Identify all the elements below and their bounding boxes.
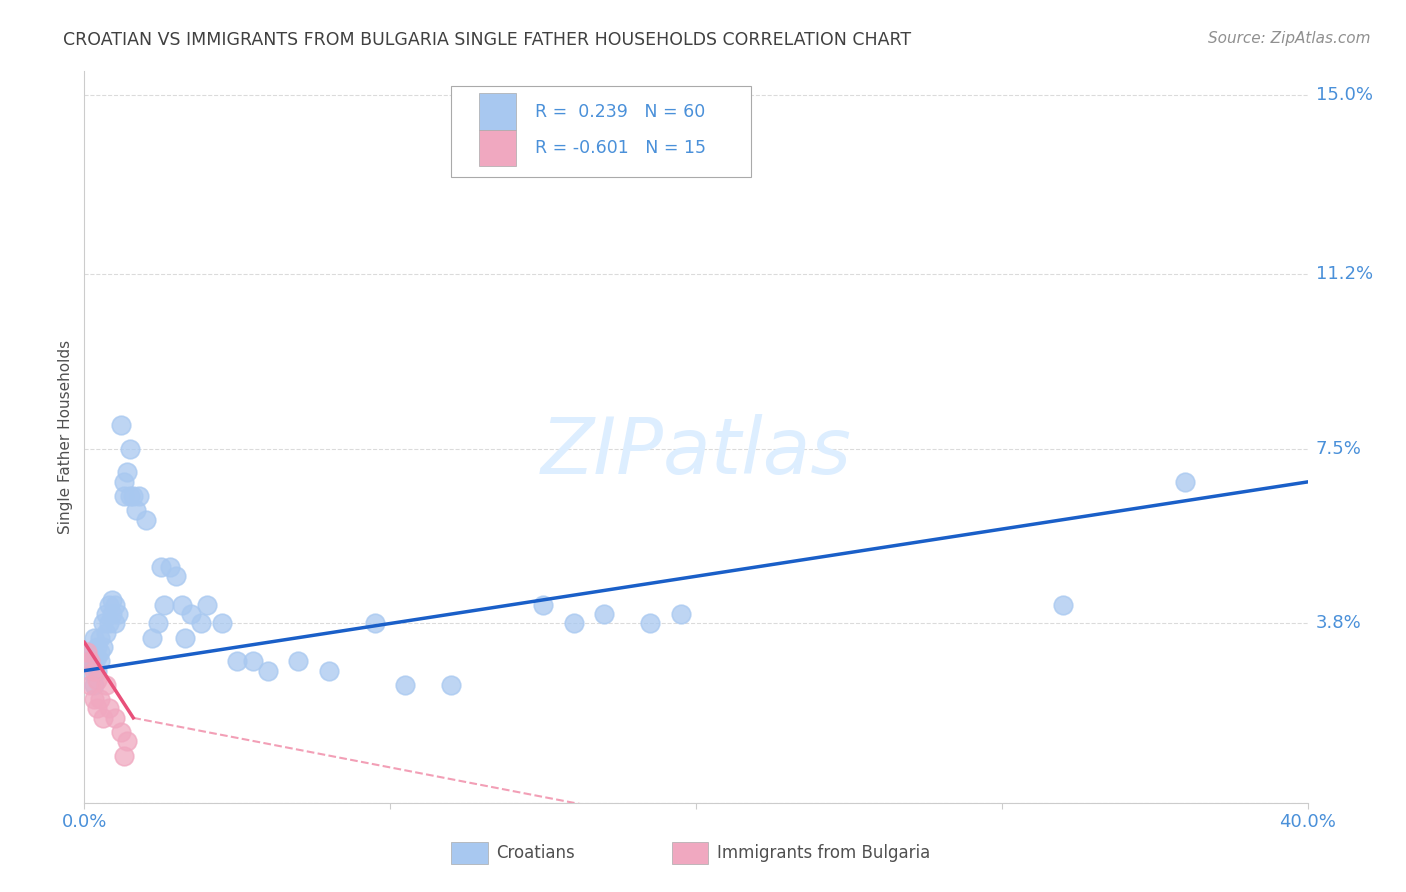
Point <box>128 489 150 503</box>
Text: CROATIAN VS IMMIGRANTS FROM BULGARIA SINGLE FATHER HOUSEHOLDS CORRELATION CHART: CROATIAN VS IMMIGRANTS FROM BULGARIA SIN… <box>63 31 911 49</box>
Point <box>318 664 340 678</box>
Point <box>86 649 108 664</box>
Point <box>226 654 249 668</box>
Point <box>79 654 101 668</box>
Point <box>180 607 202 621</box>
Text: ZIPatlas: ZIPatlas <box>540 414 852 490</box>
Point <box>593 607 616 621</box>
Point <box>242 654 264 668</box>
Point <box>174 631 197 645</box>
Point <box>104 598 127 612</box>
Point <box>141 631 163 645</box>
Bar <box>479 94 516 130</box>
Point <box>149 559 172 574</box>
Point <box>190 616 212 631</box>
Point <box>394 678 416 692</box>
Point <box>89 631 111 645</box>
Point <box>1052 598 1074 612</box>
Point <box>110 418 132 433</box>
Point <box>83 664 105 678</box>
Y-axis label: Single Father Households: Single Father Households <box>58 340 73 534</box>
Point <box>195 598 218 612</box>
Point <box>101 607 124 621</box>
Bar <box>479 130 516 167</box>
Point <box>1174 475 1197 489</box>
Point <box>135 513 157 527</box>
Text: R = -0.601   N = 15: R = -0.601 N = 15 <box>534 139 706 157</box>
Point <box>172 598 194 612</box>
Point <box>104 616 127 631</box>
Point <box>86 673 108 687</box>
FancyBboxPatch shape <box>451 86 751 178</box>
Point <box>112 489 135 503</box>
Point <box>83 678 105 692</box>
Point <box>97 701 120 715</box>
Point <box>89 692 111 706</box>
Point <box>115 466 138 480</box>
Point <box>83 654 105 668</box>
Point <box>89 645 111 659</box>
Point <box>257 664 280 678</box>
Point <box>83 631 105 645</box>
Point <box>79 645 101 659</box>
Text: 15.0%: 15.0% <box>1316 86 1372 104</box>
Point <box>107 607 129 621</box>
Text: Source: ZipAtlas.com: Source: ZipAtlas.com <box>1208 31 1371 46</box>
Point <box>83 692 105 706</box>
Point <box>89 654 111 668</box>
Bar <box>451 841 488 863</box>
Point <box>211 616 233 631</box>
Point <box>120 489 142 503</box>
Point <box>562 616 585 631</box>
Point <box>76 645 98 659</box>
Point <box>86 664 108 678</box>
Point <box>125 503 148 517</box>
Point <box>146 616 169 631</box>
Point <box>79 678 101 692</box>
Point <box>531 598 554 612</box>
Point <box>91 616 114 631</box>
Point <box>122 489 145 503</box>
Point <box>97 598 120 612</box>
Text: 3.8%: 3.8% <box>1316 615 1361 632</box>
Point <box>638 616 661 631</box>
Point <box>101 593 124 607</box>
Point <box>91 640 114 654</box>
Point <box>440 678 463 692</box>
Point <box>86 640 108 654</box>
Point <box>165 569 187 583</box>
Point <box>79 664 101 678</box>
Text: 11.2%: 11.2% <box>1316 265 1374 284</box>
Text: Croatians: Croatians <box>496 844 575 862</box>
Point <box>94 607 117 621</box>
Point <box>120 442 142 456</box>
Point <box>159 559 181 574</box>
Point <box>112 475 135 489</box>
Text: 7.5%: 7.5% <box>1316 440 1362 458</box>
Text: R =  0.239   N = 60: R = 0.239 N = 60 <box>534 103 704 120</box>
Point <box>94 678 117 692</box>
Point <box>115 734 138 748</box>
Text: Immigrants from Bulgaria: Immigrants from Bulgaria <box>717 844 929 862</box>
Point <box>112 748 135 763</box>
Point <box>97 616 120 631</box>
Point <box>110 725 132 739</box>
Point <box>76 654 98 668</box>
Point <box>91 711 114 725</box>
Bar <box>672 841 709 863</box>
Point <box>287 654 309 668</box>
Point <box>153 598 176 612</box>
Point <box>104 711 127 725</box>
Point <box>669 607 692 621</box>
Point <box>94 626 117 640</box>
Point <box>364 616 387 631</box>
Point <box>86 701 108 715</box>
